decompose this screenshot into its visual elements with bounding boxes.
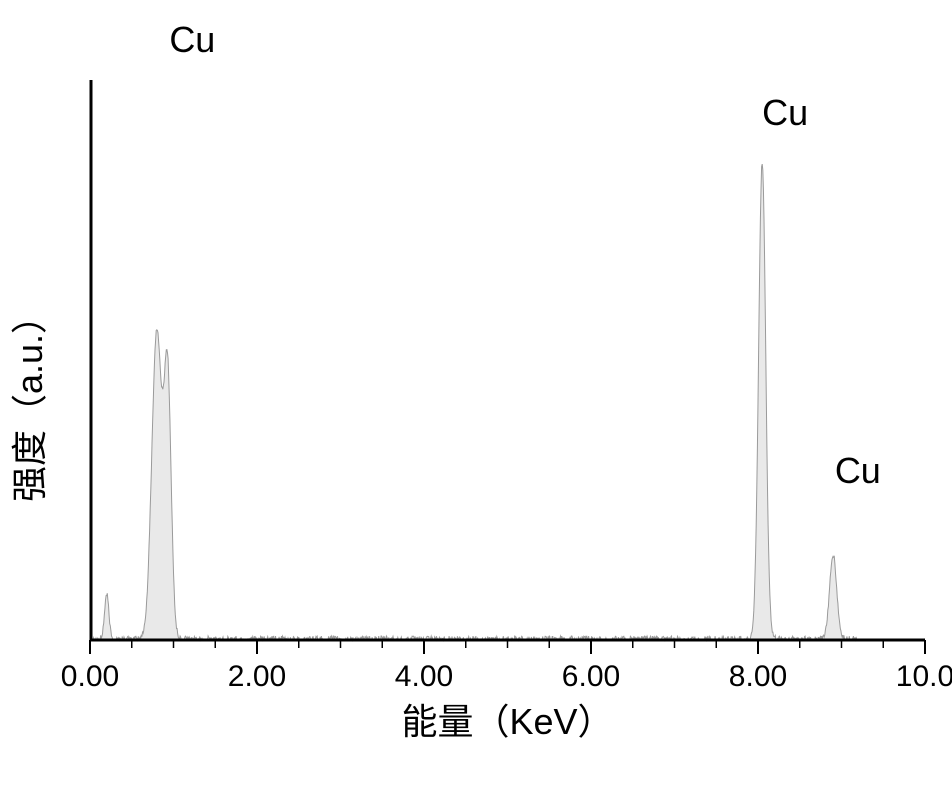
x-tick-label: 4.00 <box>395 660 453 693</box>
y-axis-label: 强度（a.u.） <box>9 298 50 502</box>
peak-label-cu: Cu <box>169 19 215 60</box>
eds-spectrum-chart: 0.00 2.00 4.00 6.00 8.00 10.0 能量（KeV） 强度（a.u.）… <box>0 0 952 787</box>
axes: 0.00 2.00 4.00 6.00 8.00 10.0 <box>61 80 952 693</box>
chart-svg: 0.00 2.00 4.00 6.00 8.00 10.0 能量（KeV） 强度（a.u.）… <box>0 0 952 787</box>
spectrum-line <box>90 164 925 640</box>
x-tick-label: 2.00 <box>228 660 286 693</box>
x-tick-label: 10.0 <box>896 660 952 693</box>
peak-label-cu: Cu <box>762 92 808 133</box>
plot-area <box>90 164 925 640</box>
peak-label-cu: Cu <box>835 450 881 491</box>
x-tick-label: 0.00 <box>61 660 119 693</box>
x-tick-label: 8.00 <box>729 660 787 693</box>
x-axis-label: 能量（KeV） <box>401 701 613 742</box>
labels: 能量（KeV） 强度（a.u.） Cu Cu Cu <box>9 19 881 742</box>
x-tick-label: 6.00 <box>562 660 620 693</box>
spectrum-fill <box>90 164 925 640</box>
